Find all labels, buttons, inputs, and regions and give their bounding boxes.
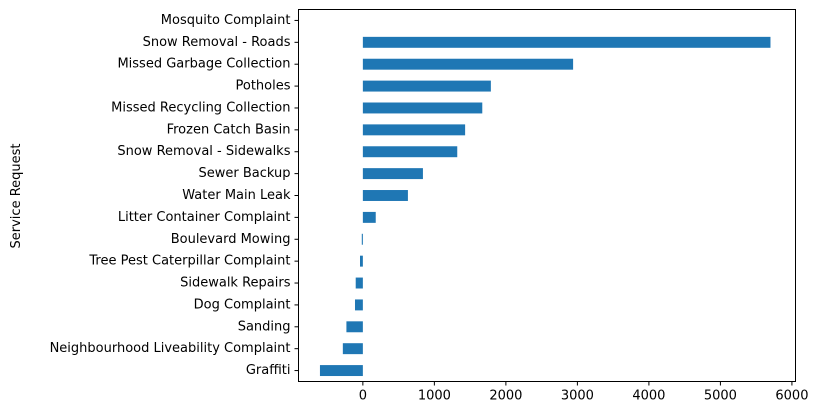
bar-2 xyxy=(362,36,771,48)
bar-11 xyxy=(361,233,363,245)
bar-10 xyxy=(362,211,376,223)
y-axis-ticks: Mosquito Complaint Snow Removal - Roads Mi… xyxy=(50,13,299,378)
y-tick-label: Snow Removal - Roads xyxy=(143,35,291,50)
y-tick-label: Water Main Leak xyxy=(182,188,291,203)
bar-4 xyxy=(362,80,491,92)
y-tick-label: Boulevard Mowing xyxy=(171,232,291,247)
bar-14 xyxy=(354,299,363,311)
y-tick-label: Sewer Backup xyxy=(198,166,290,181)
bar-6 xyxy=(362,124,466,136)
x-tick-label: 5000 xyxy=(704,389,737,404)
y-axis-label: Service Request xyxy=(9,144,24,249)
y-tick-label: Sidewalk Repairs xyxy=(180,276,291,291)
y-tick-label: Potholes xyxy=(235,79,290,94)
y-tick-label: Neighbourhood Liveability Complaint xyxy=(50,341,291,356)
y-tick-label: Dog Complaint xyxy=(194,297,291,312)
bar-8 xyxy=(362,168,423,180)
bar-3 xyxy=(362,58,574,70)
bar-7 xyxy=(362,146,458,158)
bar-5 xyxy=(362,102,483,114)
x-tick-label: 2000 xyxy=(489,389,522,404)
plot-frame xyxy=(298,9,796,382)
bar-16 xyxy=(342,343,363,355)
y-tick-label: Missed Recycling Collection xyxy=(111,100,290,115)
y-tick-label: Tree Pest Caterpillar Complaint xyxy=(88,254,290,269)
bar-17 xyxy=(319,365,363,377)
bar-15 xyxy=(346,321,363,333)
x-tick-label: 4000 xyxy=(632,389,665,404)
x-tick-label: 3000 xyxy=(561,389,594,404)
y-tick-label: Graffiti xyxy=(246,363,291,378)
y-tick-label: Mosquito Complaint xyxy=(161,13,291,28)
y-tick-label: Sanding xyxy=(238,319,291,334)
x-axis-ticks: 0 1000 2000 3000 4000 5000 6000 xyxy=(359,381,808,404)
bars-layer xyxy=(319,36,771,377)
y-tick-label: Frozen Catch Basin xyxy=(167,122,291,137)
bar-13 xyxy=(355,277,363,289)
bar-9 xyxy=(362,190,408,201)
x-tick-label: 6000 xyxy=(775,389,808,404)
x-tick-label: 1000 xyxy=(418,389,451,404)
x-tick-label: 0 xyxy=(359,389,367,404)
bar-12 xyxy=(359,255,363,267)
y-tick-label: Litter Container Complaint xyxy=(118,210,291,225)
y-tick-label: Missed Garbage Collection xyxy=(117,57,290,72)
y-tick-label: Snow Removal - Sidewalks xyxy=(117,144,290,159)
